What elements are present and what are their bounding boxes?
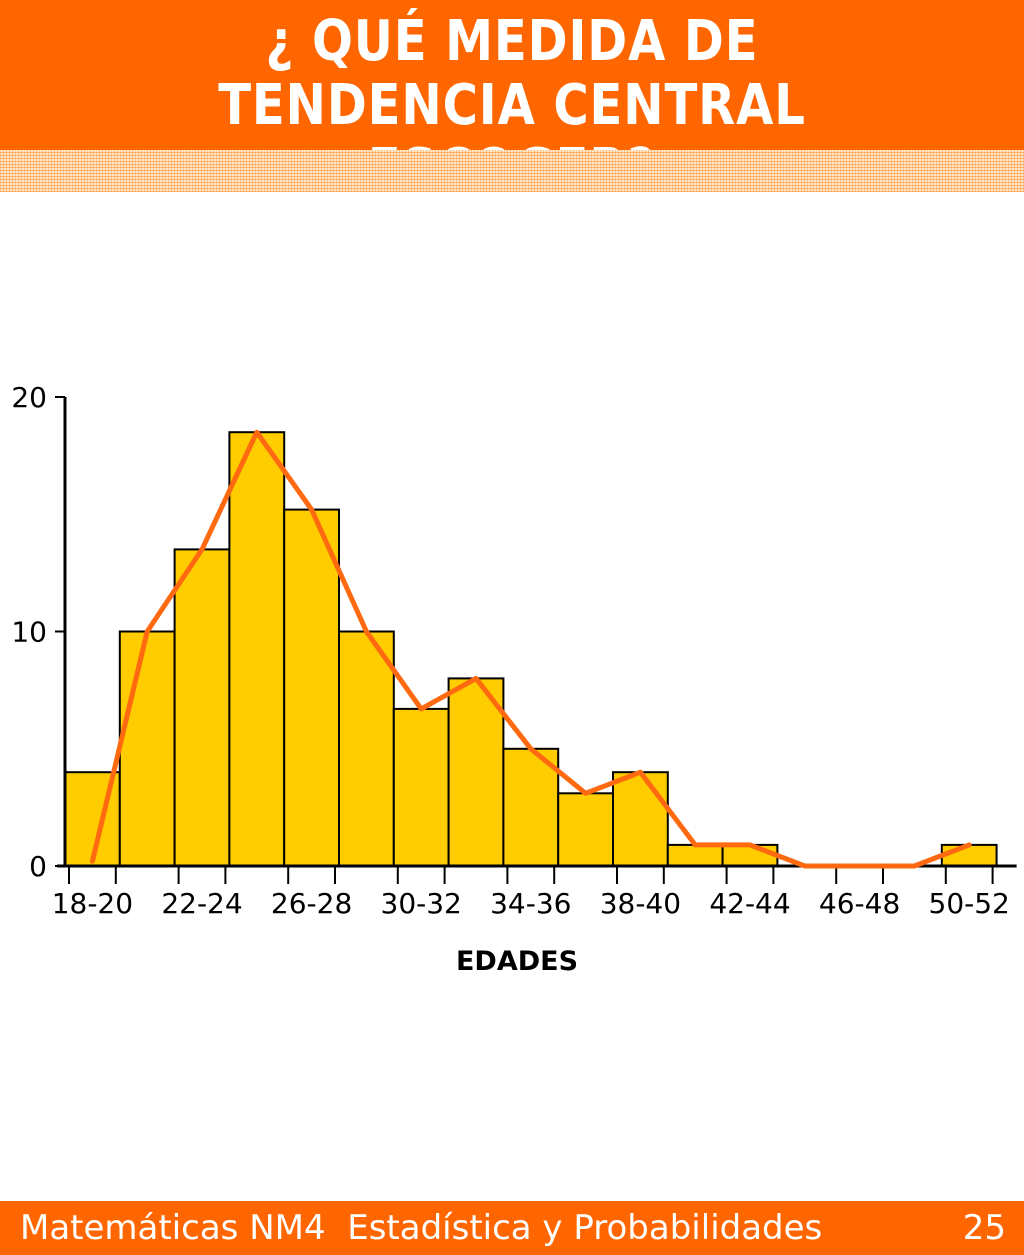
frequency-polygon-group [89, 429, 972, 869]
x-tick-label-34-36: 34-36 [490, 887, 571, 920]
header-pattern-band [0, 150, 1024, 192]
footer-bar: Matemáticas NM4 Estadística y Probabilid… [0, 1201, 1024, 1255]
x-tick-label-38-40: 38-40 [600, 887, 681, 920]
bar-42-44 [721, 843, 779, 868]
x-tick-label-46-48: 46-48 [819, 887, 900, 920]
bar-36-38 [557, 792, 615, 867]
x-tick-label-22-24: 22-24 [161, 887, 242, 920]
bar-38-40 [612, 771, 669, 868]
bar-30-32 [392, 707, 450, 868]
x-tick-label-30-32: 30-32 [381, 887, 462, 920]
page-number: 25 [962, 1208, 1006, 1248]
bar-28-30 [338, 630, 395, 867]
y-tick-label-10: 10 [11, 616, 47, 649]
bar-26-28 [283, 508, 341, 867]
bars-group [64, 431, 998, 868]
x-tick-label-26-28: 26-28 [271, 887, 352, 920]
x-tick-label-42-44: 42-44 [709, 887, 790, 920]
x-tick-label-50-52: 50-52 [929, 887, 1010, 920]
y-tick-label-20: 20 [11, 381, 47, 414]
footer-subject: Matemáticas NM4 Estadística y Probabilid… [20, 1208, 823, 1248]
x-axis-label: EDADES [456, 946, 578, 977]
frequency-polygon-line [89, 429, 972, 869]
bar-22-24 [173, 548, 231, 868]
bar-50-52 [940, 843, 998, 868]
x-tick-label-18-20: 18-20 [52, 887, 133, 920]
bar-40-42 [666, 843, 724, 868]
y-tick-label-0: 0 [29, 850, 47, 883]
bar-24-26 [228, 431, 286, 867]
bar-20-22 [118, 630, 176, 867]
bar-34-36 [502, 747, 560, 868]
